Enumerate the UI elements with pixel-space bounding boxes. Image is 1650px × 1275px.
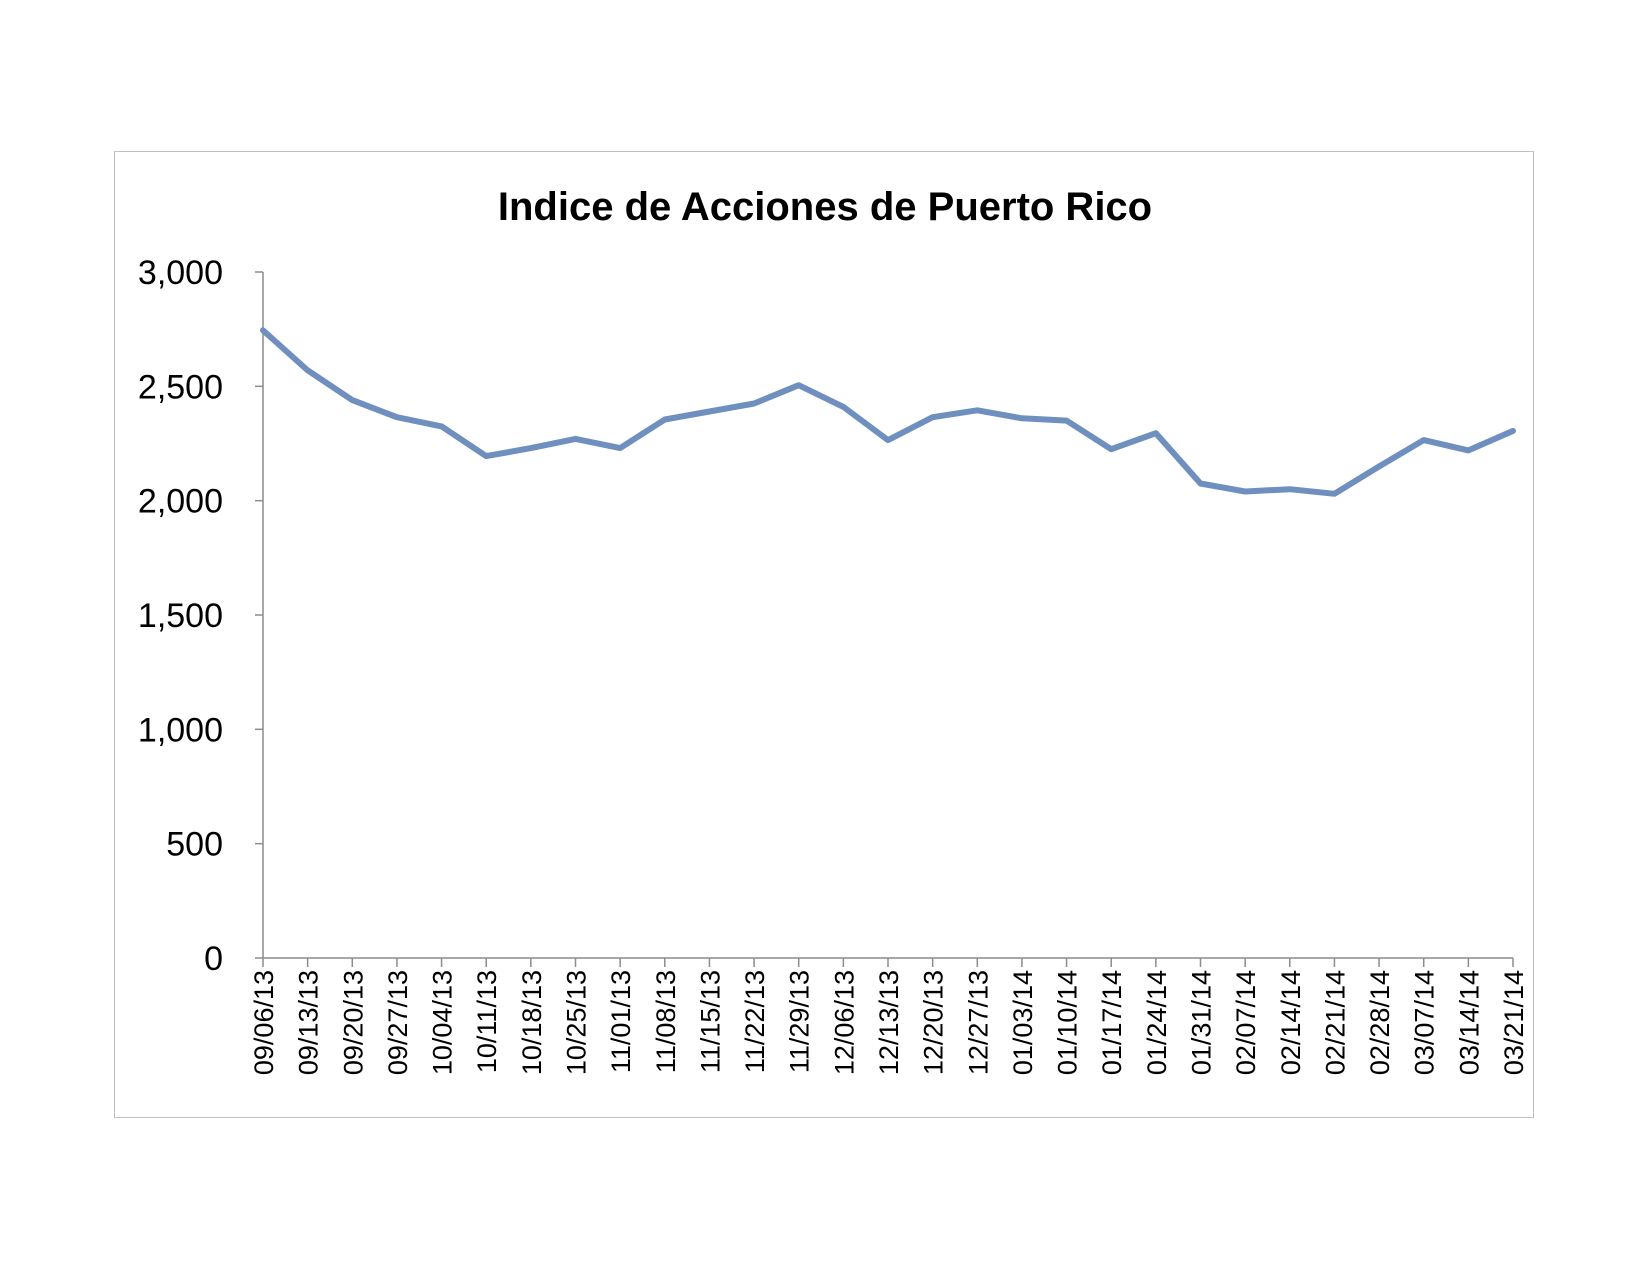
series-group [260,327,1516,497]
x-tick-label: 11/01/13 [606,970,636,1073]
x-tick-label: 01/31/14 [1187,970,1217,1075]
x-tick-label: 12/13/13 [874,970,904,1075]
x-tick-label: 11/15/13 [695,970,725,1073]
y-tick-label: 1,000 [138,711,223,749]
y-tick-label: 0 [204,940,223,978]
x-tick-label: 01/24/14 [1142,970,1172,1075]
x-tick-label: 12/06/13 [829,970,859,1075]
series-line [260,327,1516,497]
x-tick-label: 09/06/13 [249,970,279,1075]
x-tick-label: 10/18/13 [517,970,547,1075]
x-tick-label: 01/17/14 [1097,970,1127,1075]
x-tick-label: 03/07/14 [1410,970,1440,1075]
x-tick-label: 12/27/13 [963,970,993,1075]
x-tick-label: 11/08/13 [651,970,681,1073]
x-tick-label: 02/21/14 [1320,970,1350,1075]
x-tick-label: 10/11/13 [472,970,502,1073]
y-tick-label: 3,000 [138,254,223,292]
y-tick-label: 2,500 [138,368,223,406]
x-tick-label: 11/29/13 [785,970,815,1073]
x-tick-label: 02/28/14 [1365,970,1395,1075]
x-tick-label: 10/04/13 [428,970,458,1075]
x-tick-label: 01/10/14 [1053,970,1083,1075]
y-tick-label: 500 [166,826,223,864]
x-tick-label: 09/20/13 [338,970,368,1075]
x-tick-label: 02/07/14 [1231,970,1261,1075]
x-tick-label: 02/14/14 [1276,970,1306,1075]
x-tick-label: 09/27/13 [383,970,413,1075]
x-axis-ticks: 09/06/13 09/13/13 09/20/13 09/27/13 10/04/13… [249,958,1529,1075]
y-axis-ticks: 0 500 1,000 1,500 2,000 2,500 3,000 [138,254,263,978]
chart-title: Indice de Acciones de Puerto Rico [498,185,1152,229]
x-tick-label: 11/22/13 [740,970,770,1073]
chart-container [114,151,1534,1118]
x-tick-label: 09/13/13 [294,970,324,1075]
axes [262,272,1513,959]
y-tick-label: 1,500 [138,597,223,635]
x-tick-label: 03/14/14 [1454,970,1484,1075]
x-tick-label: 03/21/14 [1499,970,1529,1075]
y-tick-label: 2,000 [138,483,223,521]
x-tick-label: 01/03/14 [1008,970,1038,1075]
x-tick-label: 10/25/13 [562,970,592,1075]
x-tick-label: 12/20/13 [919,970,949,1075]
